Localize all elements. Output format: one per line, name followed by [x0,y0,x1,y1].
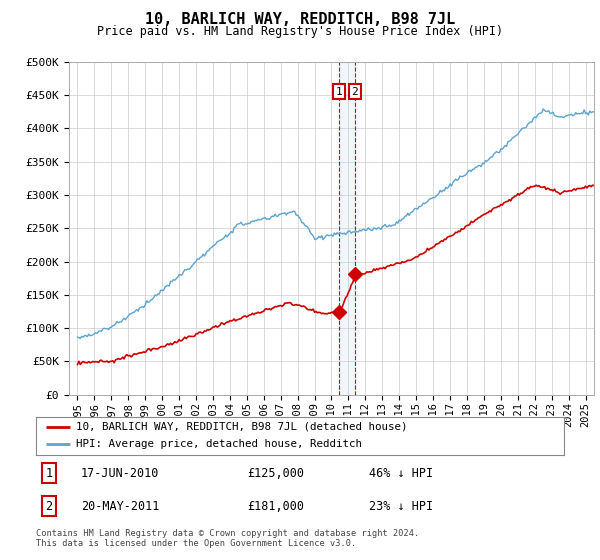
Text: 2: 2 [352,87,358,96]
Text: Contains HM Land Registry data © Crown copyright and database right 2024.
This d: Contains HM Land Registry data © Crown c… [36,529,419,548]
Text: 2: 2 [46,500,53,513]
Text: 20-MAY-2011: 20-MAY-2011 [81,500,159,513]
Text: 17-JUN-2010: 17-JUN-2010 [81,466,159,480]
Text: HPI: Average price, detached house, Redditch: HPI: Average price, detached house, Redd… [76,440,362,450]
Bar [339,62,355,395]
Text: £125,000: £125,000 [247,466,304,480]
Text: 1: 1 [336,87,343,96]
Text: Price paid vs. HM Land Registry's House Price Index (HPI): Price paid vs. HM Land Registry's House … [97,25,503,38]
Text: 1: 1 [46,466,53,480]
Text: 10, BARLICH WAY, REDDITCH, B98 7JL (detached house): 10, BARLICH WAY, REDDITCH, B98 7JL (deta… [76,422,407,432]
Text: 23% ↓ HPI: 23% ↓ HPI [368,500,433,513]
Text: 46% ↓ HPI: 46% ↓ HPI [368,466,433,480]
Text: £181,000: £181,000 [247,500,304,513]
Text: 10, BARLICH WAY, REDDITCH, B98 7JL: 10, BARLICH WAY, REDDITCH, B98 7JL [145,12,455,27]
